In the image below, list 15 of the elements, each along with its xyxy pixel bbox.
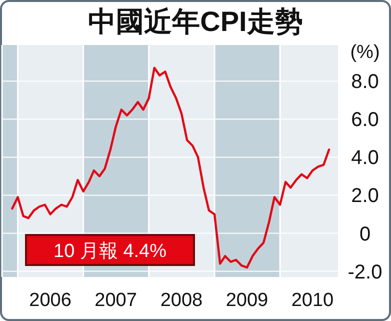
y-tick-label: 4.0: [351, 147, 379, 170]
y-tick-label: 6.0: [351, 109, 379, 132]
y-tick-label: 0: [359, 223, 371, 246]
y-tick-label: 8.0: [351, 71, 379, 94]
x-tick-label: 2009: [226, 290, 268, 311]
x-tick-label: 2010: [291, 290, 334, 311]
y-tick-label: -2.0: [348, 261, 382, 284]
x-tick-label: 2007: [94, 290, 137, 311]
x-tick-label: 2006: [29, 290, 72, 311]
line-series: [11, 66, 330, 269]
x-tick-label: 2008: [160, 290, 203, 311]
y-tick-label: 2.0: [351, 185, 379, 208]
annotation: 10 月報 4.4%: [54, 241, 167, 262]
chart-title: 中國近年CPI走勢: [88, 6, 303, 37]
y-axis-title: (%): [350, 42, 380, 63]
